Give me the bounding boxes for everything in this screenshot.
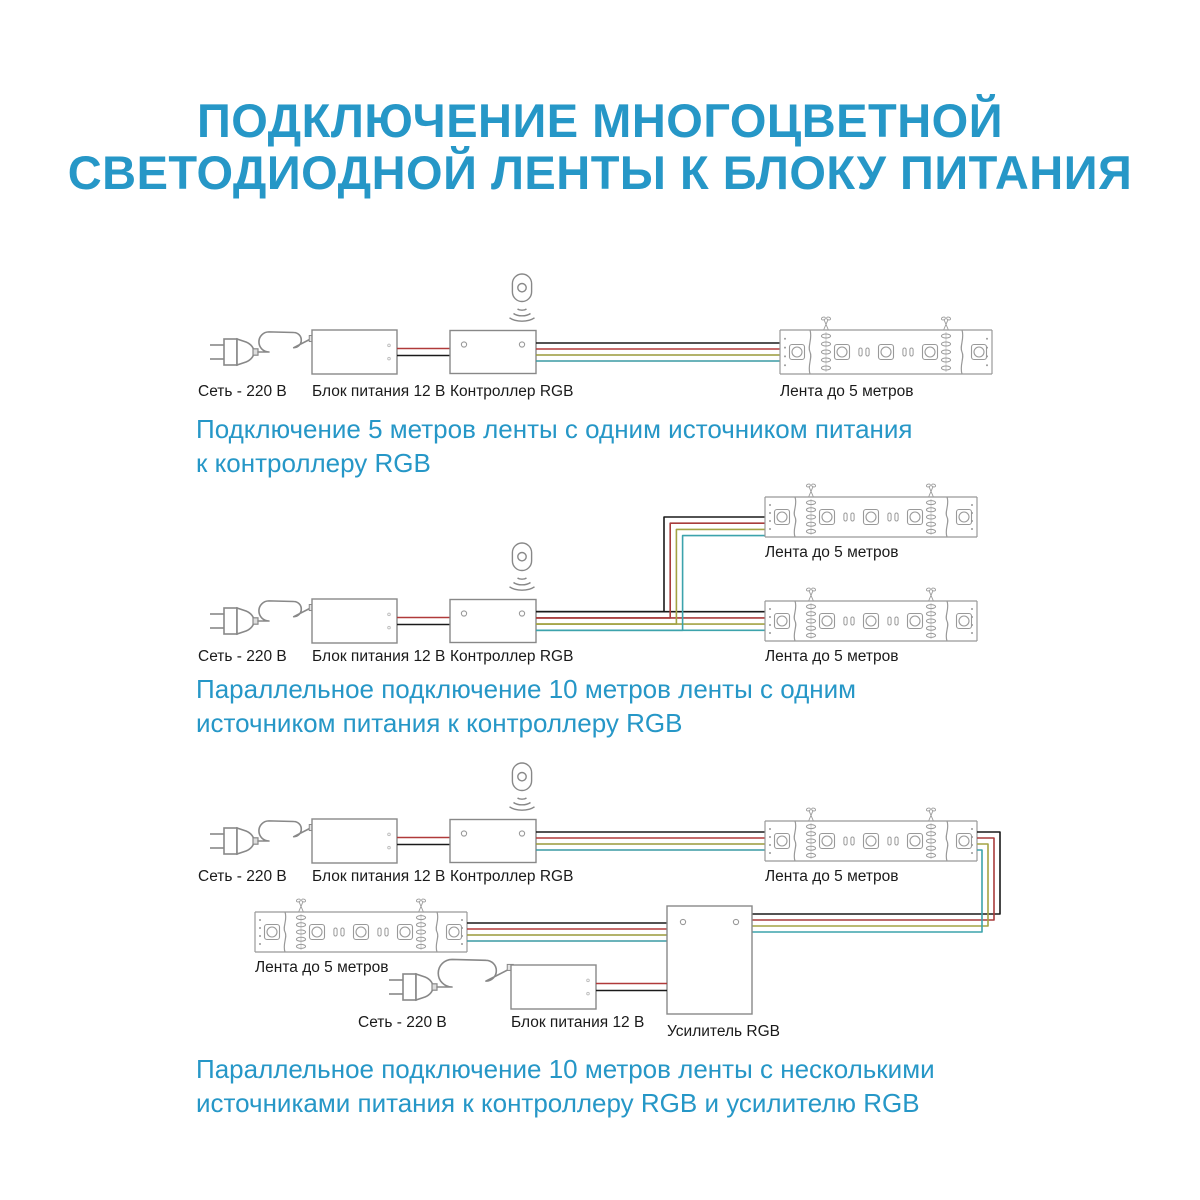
svg-text:Сеть - 220 В: Сеть - 220 В [358, 1014, 447, 1031]
svg-text:Контроллер RGB: Контроллер RGB [450, 648, 573, 665]
svg-text:Блок питания 12 В: Блок питания 12 В [312, 648, 445, 665]
svg-text:Блок питания 12 В: Блок питания 12 В [312, 383, 445, 400]
svg-text:Сеть - 220 В: Сеть - 220 В [198, 383, 287, 400]
svg-text:Лента до 5 метров: Лента до 5 метров [780, 383, 913, 400]
svg-text:Лента до 5 метров: Лента до 5 метров [255, 959, 388, 976]
svg-text:Лента до 5 метров: Лента до 5 метров [765, 544, 898, 561]
svg-text:Лента до 5 метров: Лента до 5 метров [765, 868, 898, 885]
svg-text:Блок питания 12 В: Блок питания 12 В [511, 1014, 644, 1031]
svg-text:Контроллер RGB: Контроллер RGB [450, 383, 573, 400]
svg-text:Лента до 5 метров: Лента до 5 метров [765, 648, 898, 665]
svg-text:Усилитель RGB: Усилитель RGB [667, 1023, 780, 1040]
svg-text:Сеть - 220 В: Сеть - 220 В [198, 648, 287, 665]
svg-text:Сеть - 220 В: Сеть - 220 В [198, 868, 287, 885]
svg-text:Контроллер RGB: Контроллер RGB [450, 868, 573, 885]
svg-text:Блок питания 12 В: Блок питания 12 В [312, 868, 445, 885]
